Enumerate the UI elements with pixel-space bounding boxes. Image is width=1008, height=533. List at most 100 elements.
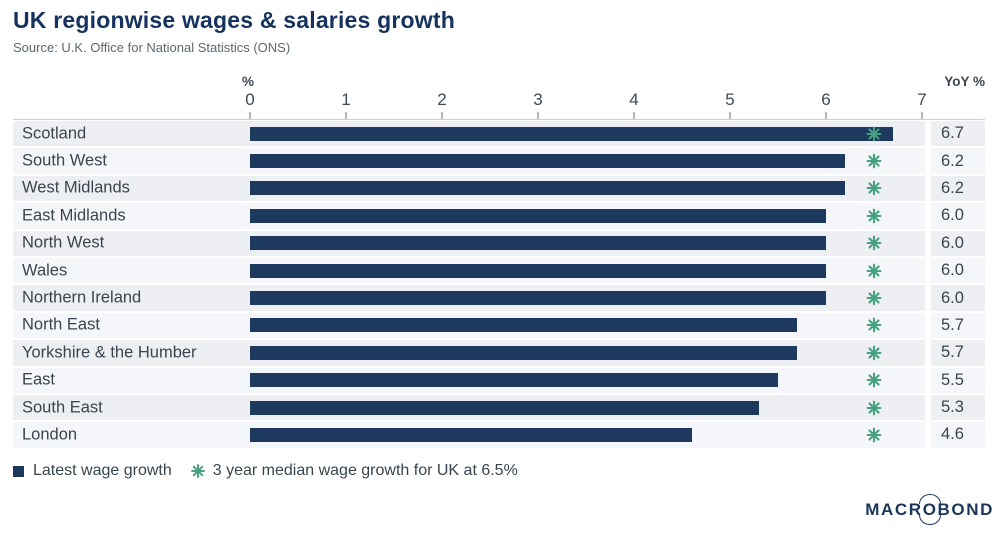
median-asterisk-icon — [866, 235, 882, 251]
source-caption: Source: U.K. Office for National Statist… — [13, 40, 291, 55]
legend: Latest wage growth 3 year median wage gr… — [13, 462, 518, 480]
legend-label-median: 3 year median wage growth for UK at 6.5% — [212, 462, 518, 479]
bar-series-swatch — [13, 465, 24, 477]
region-label: London — [22, 425, 78, 444]
yoy-value: 5.5 — [931, 367, 985, 395]
region-label: East — [22, 370, 56, 389]
row-plot-cell: North East — [13, 312, 925, 341]
region-label: South West — [22, 151, 107, 170]
wage-growth-bar — [250, 208, 826, 223]
wage-growth-bar — [250, 373, 778, 388]
row-plot-cell: London — [13, 422, 925, 450]
bar-chart-rows: Scotland 6.7 South West 6.2 West Midlands 6.2… — [13, 121, 985, 450]
median-asterisk-icon — [866, 345, 882, 361]
median-asterisk-icon — [866, 427, 882, 443]
yoy-value: 5.3 — [931, 394, 985, 423]
wage-growth-bar — [250, 400, 759, 415]
logo-text-prefix: MACR — [865, 500, 923, 519]
median-asterisk-icon — [866, 153, 882, 169]
macrobond-logo: MACROBOND — [865, 494, 994, 525]
row-plot-cell: West Midlands — [13, 175, 925, 204]
yoy-value: 6.0 — [931, 203, 985, 231]
region-label: West Midlands — [22, 178, 130, 197]
x-tick-label: 0 — [245, 90, 255, 109]
row-plot-cell: South East — [13, 394, 925, 423]
x-tick-mark — [345, 112, 347, 119]
chart-row: Scotland 6.7 — [13, 121, 985, 149]
median-asterisk-icon — [866, 263, 882, 279]
yoy-value: 6.0 — [931, 257, 985, 286]
x-tick-label: 2 — [437, 90, 447, 109]
median-asterisk-icon — [866, 372, 882, 388]
x-tick-label: 1 — [341, 90, 351, 109]
x-tick-label: 4 — [629, 90, 639, 109]
x-tick-mark — [537, 112, 539, 119]
region-label: Wales — [22, 261, 68, 280]
chart-row: South West 6.2 — [13, 148, 985, 176]
median-asterisk-icon — [866, 290, 882, 306]
row-plot-cell: Wales — [13, 257, 925, 286]
x-tick-mark — [249, 112, 251, 119]
axis-rule — [13, 119, 985, 120]
chart-row: North West 6.0 — [13, 230, 985, 258]
x-tick-label: 6 — [821, 90, 831, 109]
legend-label-bars: Latest wage growth — [33, 462, 172, 479]
wage-growth-bar — [250, 126, 894, 141]
x-tick-label: 3 — [533, 90, 543, 109]
median-asterisk-icon — [190, 464, 205, 478]
x-tick-label: 7 — [917, 90, 927, 109]
x-tick-mark — [921, 112, 923, 119]
wage-growth-bar — [250, 263, 826, 278]
wage-growth-bar — [250, 181, 846, 196]
chart-row: Northern Ireland 6.0 — [13, 285, 985, 313]
yoy-value: 5.7 — [931, 340, 985, 368]
yoy-value: 6.2 — [931, 148, 985, 176]
median-asterisk-icon — [866, 181, 882, 196]
region-label: Yorkshire & the Humber — [22, 343, 197, 362]
chart-row: London 4.6 — [13, 422, 985, 450]
yoy-value: 6.0 — [931, 285, 985, 313]
value-column-header: YoY % — [944, 74, 985, 89]
row-plot-cell: Yorkshire & the Humber — [13, 340, 925, 368]
row-plot-cell: East Midlands — [13, 203, 925, 231]
yoy-value: 6.7 — [931, 121, 985, 149]
wage-growth-bar — [250, 345, 798, 360]
wage-growth-bar — [250, 427, 692, 442]
page-title: UK regionwise wages & salaries growth — [13, 7, 455, 33]
row-plot-cell: Northern Ireland — [13, 285, 925, 313]
x-tick-label: 5 — [725, 90, 735, 109]
x-tick-mark — [825, 112, 827, 119]
logo-text-suffix: BOND — [937, 500, 994, 519]
x-tick-mark — [729, 112, 731, 119]
wage-growth-bar — [250, 154, 846, 169]
yoy-value: 6.2 — [931, 175, 985, 204]
logo-orbit-o: O — [918, 494, 941, 525]
chart-row: Wales 6.0 — [13, 257, 985, 286]
region-label: East Midlands — [22, 206, 126, 225]
row-plot-cell: Scotland — [13, 121, 925, 149]
wage-growth-bar — [250, 236, 826, 251]
chart-row: South East 5.3 — [13, 394, 985, 423]
yoy-value: 6.0 — [931, 230, 985, 258]
chart-row: East Midlands 6.0 — [13, 203, 985, 231]
chart-row: North East 5.7 — [13, 312, 985, 341]
region-label: North West — [22, 233, 105, 252]
x-axis-unit-label: % — [242, 74, 255, 89]
median-asterisk-icon — [866, 208, 882, 224]
yoy-value: 4.6 — [931, 422, 985, 450]
median-asterisk-icon — [866, 317, 882, 333]
x-tick-mark — [633, 112, 635, 119]
row-plot-cell: North West — [13, 230, 925, 258]
chart-row: East 5.5 — [13, 367, 985, 395]
region-label: North East — [22, 315, 100, 334]
row-plot-cell: East — [13, 367, 925, 395]
region-label: Northern Ireland — [22, 288, 142, 307]
yoy-value: 5.7 — [931, 312, 985, 341]
median-asterisk-icon — [866, 400, 882, 416]
x-tick-mark — [441, 112, 443, 119]
chart-row: West Midlands 6.2 — [13, 175, 985, 204]
wage-growth-bar — [250, 318, 798, 333]
row-plot-cell: South West — [13, 148, 925, 176]
median-asterisk-icon — [866, 126, 882, 142]
